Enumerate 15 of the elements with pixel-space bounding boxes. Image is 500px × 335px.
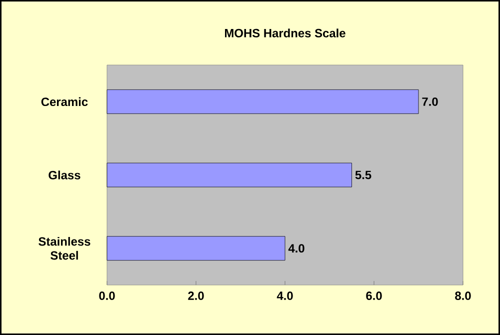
bar xyxy=(106,236,286,261)
y-tick-label: Ceramic xyxy=(41,97,88,106)
bar xyxy=(106,162,352,188)
data-label: 5.5 xyxy=(355,170,372,180)
y-tick-label: Stainless Steel xyxy=(38,236,90,260)
data-label: 7.0 xyxy=(422,97,438,106)
bar xyxy=(106,89,419,114)
x-tick-label: 2.0 xyxy=(188,292,204,300)
x-tick-label: 8.0 xyxy=(455,292,471,300)
y-tick-label: Glass xyxy=(48,170,80,180)
chart-title: MOHS Hardnes Scale xyxy=(225,28,346,38)
data-label: 4.0 xyxy=(288,244,304,253)
x-tick-label: 6.0 xyxy=(366,292,382,300)
x-tick-label: 0.0 xyxy=(99,292,115,300)
x-tick-label: 4.0 xyxy=(276,292,293,300)
